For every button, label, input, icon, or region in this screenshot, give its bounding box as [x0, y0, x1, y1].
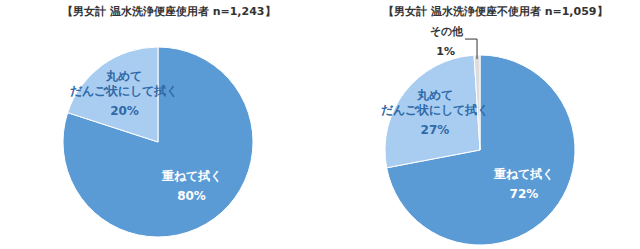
svg-text:重ねて拭く72%: 重ねて拭く72%	[493, 167, 554, 201]
html-text:【男女計 温水洗浄便座不使用者 n=1,059】: 【男女計 温水洗浄便座不使用者 n=1,059】	[383, 5, 608, 18]
svg-text:丸めてだんご状にして拭く20%: 丸めてだんご状にして拭く20%	[70, 69, 178, 118]
svg-text:丸めてだんご状にして拭く27%: 丸めてだんご状にして拭く27%	[381, 88, 489, 137]
html-text:【男女計 温水洗浄便座使用者 n=1,243】: 【男女計 温水洗浄便座使用者 n=1,243】	[62, 5, 276, 18]
svg-text:その他1%: その他1%	[430, 25, 464, 58]
svg-text:重ねて拭く80%: 重ねて拭く80%	[161, 169, 222, 203]
